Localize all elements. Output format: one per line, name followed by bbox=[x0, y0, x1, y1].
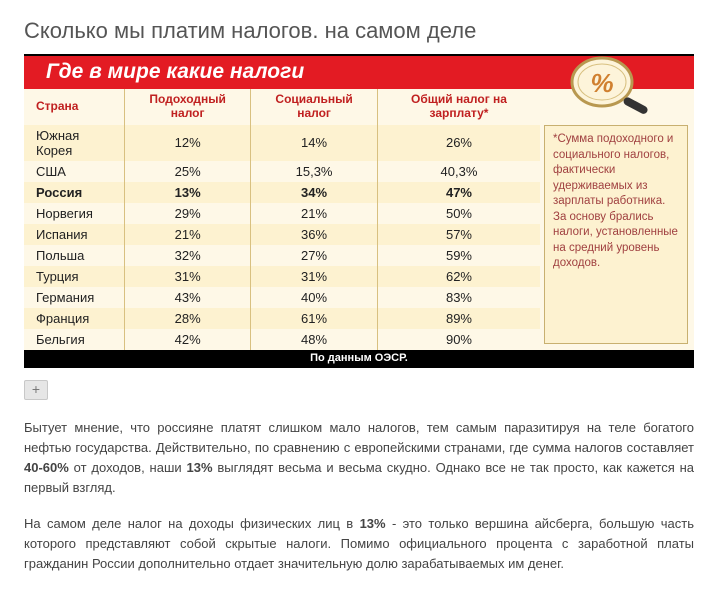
cell-income: 43% bbox=[125, 287, 251, 308]
cell-income: 21% bbox=[125, 224, 251, 245]
cell-total: 40,3% bbox=[377, 161, 540, 182]
table-row: Франция28%61%89% bbox=[24, 308, 540, 329]
bold-13: 13% bbox=[186, 460, 212, 475]
cell-social: 40% bbox=[251, 287, 378, 308]
cell-social: 48% bbox=[251, 329, 378, 350]
table-row: Южная Корея12%14%26% bbox=[24, 125, 540, 161]
zoom-in-button[interactable]: + bbox=[24, 380, 48, 400]
cell-country: Польша bbox=[24, 245, 125, 266]
cell-income: 31% bbox=[125, 266, 251, 287]
cell-income: 29% bbox=[125, 203, 251, 224]
cell-country: Турция bbox=[24, 266, 125, 287]
cell-income: 32% bbox=[125, 245, 251, 266]
cell-income: 25% bbox=[125, 161, 251, 182]
tax-table: Страна Подоходный налог Социальный налог… bbox=[24, 89, 540, 350]
bold-range: 40-60% bbox=[24, 460, 69, 475]
text: от доходов, наши bbox=[69, 460, 187, 475]
cell-social: 34% bbox=[251, 182, 378, 203]
page-title: Сколько мы платим налогов. на самом деле bbox=[24, 18, 694, 44]
cell-total: 59% bbox=[377, 245, 540, 266]
cell-social: 14% bbox=[251, 125, 378, 161]
paragraph-1: Бытует мнение, что россияне платят слишк… bbox=[24, 418, 694, 499]
table-row: Польша32%27%59% bbox=[24, 245, 540, 266]
col-social: Социальный налог bbox=[251, 89, 378, 125]
cell-total: 90% bbox=[377, 329, 540, 350]
cell-country: Южная Корея bbox=[24, 125, 125, 161]
cell-country: США bbox=[24, 161, 125, 182]
table-header-row: Страна Подоходный налог Социальный налог… bbox=[24, 89, 540, 125]
cell-income: 12% bbox=[125, 125, 251, 161]
table-row: Испания21%36%57% bbox=[24, 224, 540, 245]
table-row: США25%15,3%40,3% bbox=[24, 161, 540, 182]
cell-income: 28% bbox=[125, 308, 251, 329]
cell-income: 13% bbox=[125, 182, 251, 203]
table-row: Турция31%31%62% bbox=[24, 266, 540, 287]
cell-total: 57% bbox=[377, 224, 540, 245]
table-row: Германия43%40%83% bbox=[24, 287, 540, 308]
table-row: Бельгия42%48%90% bbox=[24, 329, 540, 350]
cell-income: 42% bbox=[125, 329, 251, 350]
text: На самом деле налог на доходы физических… bbox=[24, 516, 360, 531]
cell-total: 89% bbox=[377, 308, 540, 329]
footnote-box: *Сумма подоходного и социального налогов… bbox=[544, 125, 688, 344]
table-row: Норвегия29%21%50% bbox=[24, 203, 540, 224]
table-wrap: Страна Подоходный налог Социальный налог… bbox=[24, 89, 694, 350]
bold-13: 13% bbox=[360, 516, 386, 531]
cell-country: Франция bbox=[24, 308, 125, 329]
col-income: Подоходный налог bbox=[125, 89, 251, 125]
tax-infographic: Где в мире какие налоги % Страна Подоход… bbox=[24, 54, 694, 368]
cell-total: 47% bbox=[377, 182, 540, 203]
cell-social: 15,3% bbox=[251, 161, 378, 182]
cell-country: Бельгия bbox=[24, 329, 125, 350]
svg-text:%: % bbox=[590, 68, 613, 98]
cell-total: 50% bbox=[377, 203, 540, 224]
col-country: Страна bbox=[24, 89, 125, 125]
cell-country: Норвегия bbox=[24, 203, 125, 224]
text: Бытует мнение, что россияне платят слишк… bbox=[24, 420, 694, 455]
cell-social: 27% bbox=[251, 245, 378, 266]
paragraph-2: На самом деле налог на доходы физических… bbox=[24, 514, 694, 574]
cell-total: 83% bbox=[377, 287, 540, 308]
table-row: Россия13%34%47% bbox=[24, 182, 540, 203]
cell-country: Германия bbox=[24, 287, 125, 308]
magnifier-icon: % bbox=[564, 52, 654, 122]
cell-country: Испания bbox=[24, 224, 125, 245]
col-total: Общий налог на зарплату* bbox=[377, 89, 540, 125]
source-bar: По данным ОЭСР. bbox=[24, 350, 694, 366]
cell-total: 26% bbox=[377, 125, 540, 161]
cell-country: Россия bbox=[24, 182, 125, 203]
cell-social: 31% bbox=[251, 266, 378, 287]
cell-social: 36% bbox=[251, 224, 378, 245]
cell-social: 61% bbox=[251, 308, 378, 329]
cell-social: 21% bbox=[251, 203, 378, 224]
cell-total: 62% bbox=[377, 266, 540, 287]
